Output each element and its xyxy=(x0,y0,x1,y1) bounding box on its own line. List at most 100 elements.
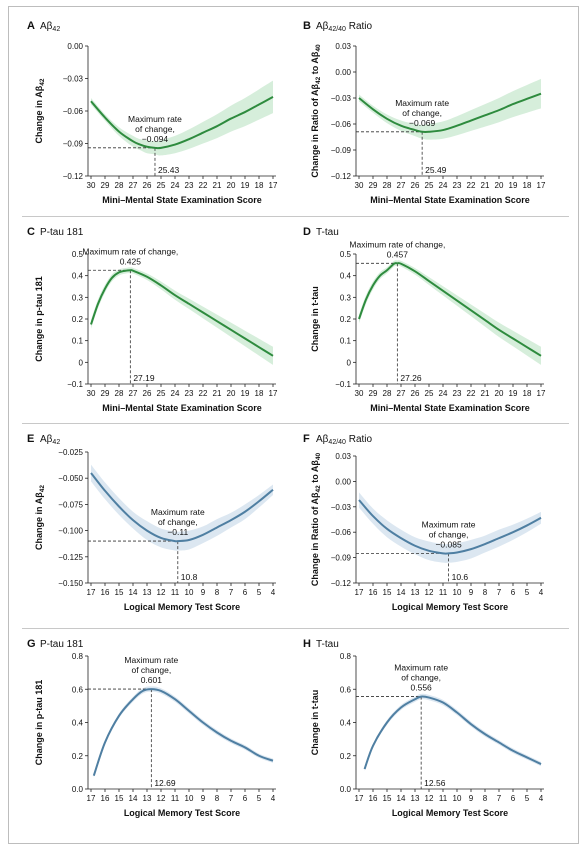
x-tick-label: 13 xyxy=(143,588,152,597)
x-tick-label: 11 xyxy=(439,794,448,803)
x-axis-label-g: Logical Memory Test Score xyxy=(124,808,240,818)
x-tick-label: 7 xyxy=(497,794,502,803)
x-tick-label: 17 xyxy=(355,588,364,597)
panel-title-a: Aβ42 xyxy=(40,21,60,33)
x-tick-label: 8 xyxy=(215,794,220,803)
y-tick-label: 0.2 xyxy=(72,315,84,324)
y-tick-label: 0 xyxy=(347,358,352,367)
y-axis-label-f: Change in Ratio of Aβ42​ to Aβ40​ xyxy=(310,452,322,586)
x-tick-label: 28 xyxy=(115,389,124,398)
x-tick-label: 30 xyxy=(355,389,364,398)
x-tick-label: 27 xyxy=(129,389,138,398)
x-axis-label-d: Mini–Mental State Examination Score xyxy=(370,403,530,413)
y-tick-label: −0.100 xyxy=(58,527,83,536)
max-rate-x-label-e: 10.8 xyxy=(181,572,198,582)
row-separator-1 xyxy=(22,216,569,217)
x-tick-label: 20 xyxy=(227,389,236,398)
x-tick-label: 7 xyxy=(497,588,502,597)
x-tick-label: 5 xyxy=(525,794,530,803)
y-tick-label: −0.12 xyxy=(63,172,84,181)
x-tick-label: 21 xyxy=(213,389,222,398)
y-axis-label-a: Change in Aβ42​ xyxy=(34,78,46,143)
max-rate-x-label-g: 12.69 xyxy=(154,778,176,788)
x-tick-label: 21 xyxy=(481,181,490,190)
y-tick-label: −0.03 xyxy=(331,94,352,103)
x-tick-label: 22 xyxy=(467,389,476,398)
x-tick-label: 17 xyxy=(537,181,546,190)
max-rate-x-label-b: 25.49 xyxy=(425,165,447,175)
x-tick-label: 20 xyxy=(495,181,504,190)
y-axis-label-e: Change in Aβ42​ xyxy=(34,485,46,550)
x-tick-label: 5 xyxy=(525,588,530,597)
x-tick-label: 18 xyxy=(255,389,264,398)
y-tick-label: 0.8 xyxy=(72,652,84,661)
x-tick-label: 25 xyxy=(157,181,166,190)
y-tick-label: 0.5 xyxy=(340,250,352,259)
y-tick-label: −0.1 xyxy=(67,380,83,389)
x-tick-label: 19 xyxy=(241,181,250,190)
y-tick-label: −0.09 xyxy=(331,146,352,155)
series-line-d xyxy=(358,262,542,357)
y-tick-label: 0.1 xyxy=(72,337,84,346)
panel-title-f: Aβ42/40 Ratio xyxy=(316,434,373,446)
max-rate-x-label-c: 27.19 xyxy=(133,373,155,383)
x-tick-label: 25 xyxy=(157,389,166,398)
x-tick-label: 21 xyxy=(481,389,490,398)
y-tick-label: 0.2 xyxy=(340,752,352,761)
y-tick-label: 0.4 xyxy=(72,272,84,281)
x-axis-label-e: Logical Memory Test Score xyxy=(124,602,240,612)
y-tick-label: −0.1 xyxy=(335,380,351,389)
confidence-band-f xyxy=(359,492,541,563)
x-tick-label: 11 xyxy=(439,588,448,597)
x-tick-label: 9 xyxy=(201,588,206,597)
series-line-g xyxy=(92,688,274,777)
x-tick-label: 5 xyxy=(257,588,262,597)
panel-title-g: P-tau 181 xyxy=(40,639,84,650)
x-tick-label: 29 xyxy=(369,181,378,190)
y-tick-label: 0.4 xyxy=(340,272,352,281)
x-axis-label-c: Mini–Mental State Examination Score xyxy=(102,403,262,413)
x-tick-label: 7 xyxy=(229,794,234,803)
y-tick-label: −0.09 xyxy=(63,140,84,149)
x-axis-label-f: Logical Memory Test Score xyxy=(392,602,508,612)
y-tick-label: 0.0 xyxy=(72,785,84,794)
x-tick-label: 23 xyxy=(185,389,194,398)
x-tick-label: 12 xyxy=(157,588,166,597)
series-line-f xyxy=(358,499,542,555)
x-tick-label: 26 xyxy=(143,389,152,398)
y-tick-label: 0.2 xyxy=(72,752,84,761)
x-tick-label: 25 xyxy=(425,181,434,190)
x-tick-label: 7 xyxy=(229,588,234,597)
x-tick-label: 22 xyxy=(199,389,208,398)
x-tick-label: 15 xyxy=(383,794,392,803)
y-tick-label: 0.6 xyxy=(72,685,84,694)
x-tick-label: 24 xyxy=(439,181,448,190)
x-tick-label: 9 xyxy=(469,794,474,803)
y-tick-label: −0.075 xyxy=(58,500,83,509)
y-tick-label: 0.2 xyxy=(340,315,352,324)
y-tick-label: 0.8 xyxy=(340,652,352,661)
max-rate-annotation-c: Maximum rate of change, 0.425 xyxy=(82,246,178,266)
x-tick-label: 10 xyxy=(185,794,194,803)
x-tick-label: 15 xyxy=(115,588,124,597)
x-tick-label: 27 xyxy=(129,181,138,190)
panel-title-e: Aβ42 xyxy=(40,434,60,446)
x-tick-label: 19 xyxy=(509,389,518,398)
x-tick-label: 14 xyxy=(129,588,138,597)
max-rate-x-label-a: 25.43 xyxy=(158,165,180,175)
x-tick-label: 21 xyxy=(213,181,222,190)
x-axis-label-h: Logical Memory Test Score xyxy=(392,808,508,818)
x-tick-label: 15 xyxy=(383,588,392,597)
x-tick-label: 24 xyxy=(171,181,180,190)
max-rate-x-label-f: 10.6 xyxy=(452,572,469,582)
confidence-band-d xyxy=(359,260,541,365)
x-tick-label: 26 xyxy=(411,389,420,398)
x-tick-label: 19 xyxy=(241,389,250,398)
y-tick-label: −0.12 xyxy=(331,579,352,588)
x-tick-label: 19 xyxy=(509,181,518,190)
x-tick-label: 8 xyxy=(483,794,488,803)
max-rate-annotation-f: Maximum rate of change, −0.085 xyxy=(422,519,476,549)
x-tick-label: 11 xyxy=(171,794,180,803)
x-tick-label: 29 xyxy=(369,389,378,398)
